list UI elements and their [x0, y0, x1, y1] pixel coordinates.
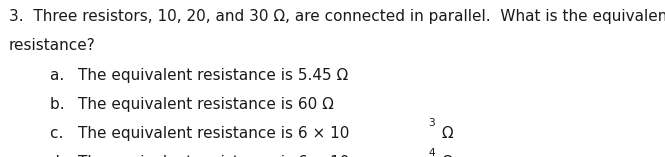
Text: The equivalent resistance is 6 × 10: The equivalent resistance is 6 × 10 — [78, 155, 350, 157]
Text: b.: b. — [50, 97, 74, 112]
Text: Ω: Ω — [438, 155, 454, 157]
Text: The equivalent resistance is 60 Ω: The equivalent resistance is 60 Ω — [78, 97, 334, 112]
Text: The equivalent resistance is 6 × 10: The equivalent resistance is 6 × 10 — [78, 126, 350, 141]
Text: 3.  Three resistors, 10, 20, and 30 Ω, are connected in parallel.  What is the e: 3. Three resistors, 10, 20, and 30 Ω, ar… — [9, 9, 665, 24]
Text: resistance?: resistance? — [9, 38, 95, 53]
Text: The equivalent resistance is 5.45 Ω: The equivalent resistance is 5.45 Ω — [78, 68, 348, 83]
Text: 4: 4 — [429, 148, 436, 157]
Text: c.: c. — [50, 126, 73, 141]
Text: 3: 3 — [429, 119, 436, 128]
Text: a.: a. — [50, 68, 74, 83]
Text: d.: d. — [50, 155, 74, 157]
Text: Ω: Ω — [438, 126, 454, 141]
